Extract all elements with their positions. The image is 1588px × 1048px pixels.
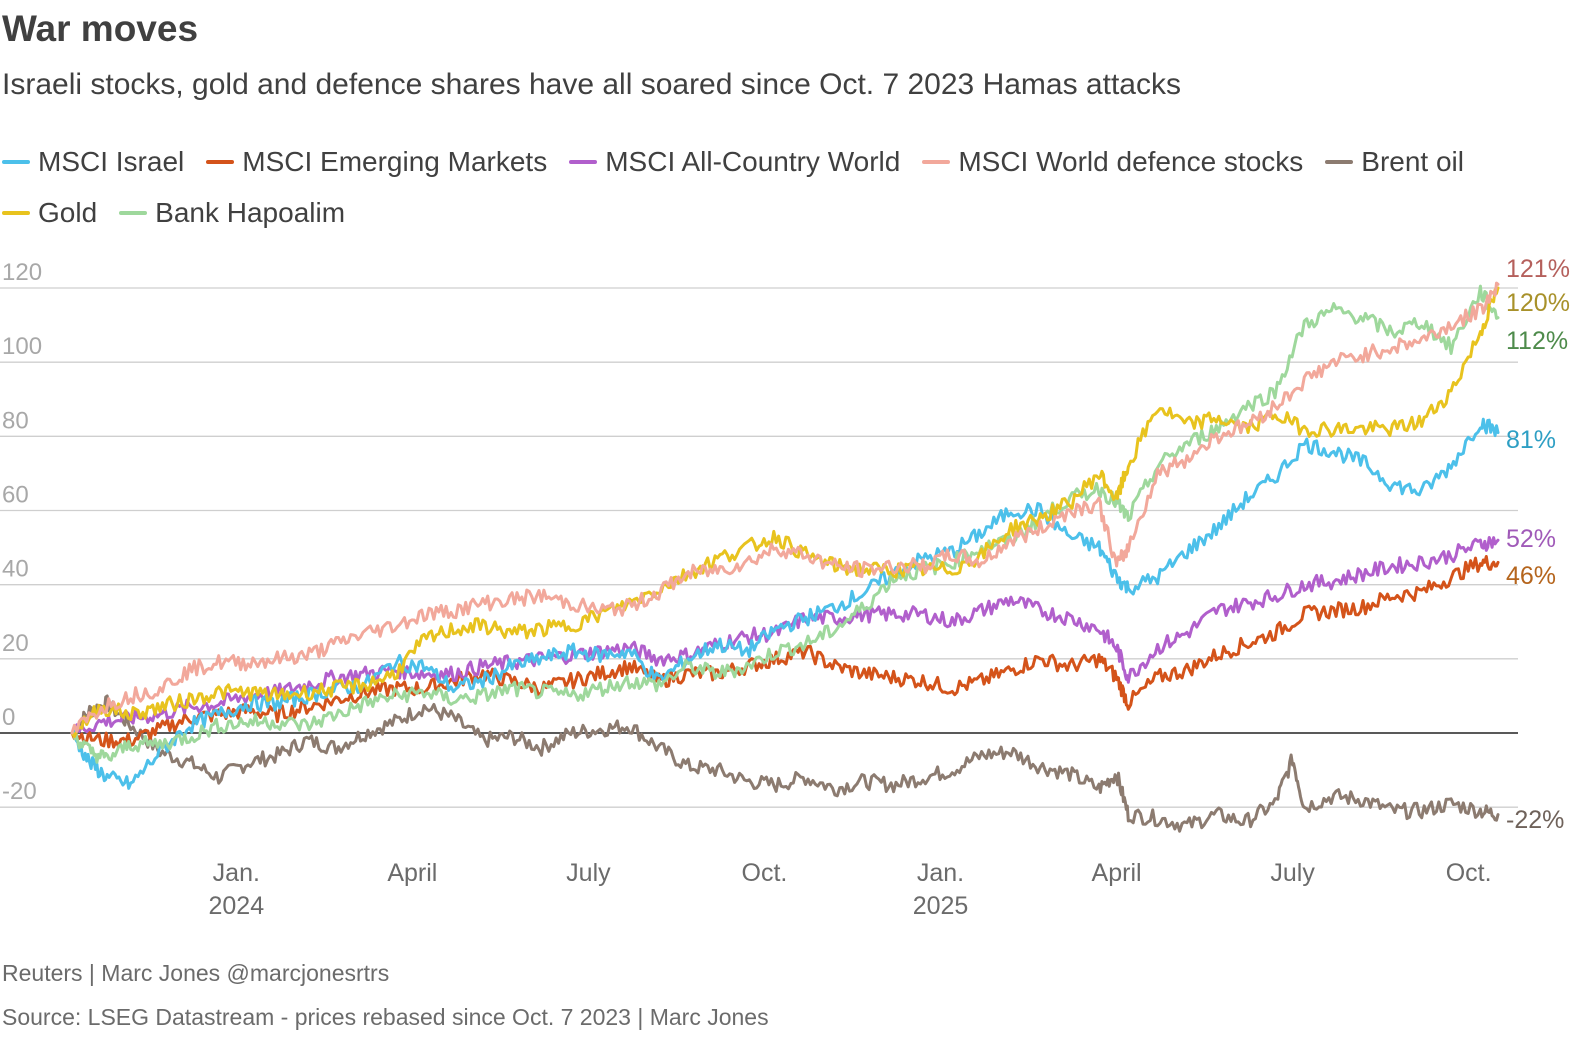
end-label-bank-hapoalim: 112% [1506,327,1568,355]
grid-layer: 120 100 80 60 40 20 0 -20 [0,259,1518,808]
legend-label-msci-world-defence: MSCI World defence stocks [958,145,1304,177]
legend-label-msci-israel: MSCI Israel [38,145,185,177]
legend-item-msci-emerging-markets: MSCI Emerging Markets [206,146,547,178]
legend: MSCI Israel MSCI Emerging Markets MSCI A… [2,136,1582,238]
legend-label-msci-all-country-world: MSCI All-Country World [605,145,901,177]
x-axis: Jan. 2024 April July Oct. Jan. 2025 April July Oc… [209,859,1492,920]
footer-credit: Reuters | Marc Jones @marcjonesrtrs [2,960,390,986]
legend-swatch-brent-oil [1325,159,1354,164]
chart-subtitle: Israeli stocks, gold and defence shares … [2,68,1181,101]
legend-row-1: MSCI Israel MSCI Emerging Markets MSCI A… [2,136,1582,187]
y-tick-label: 0 [2,704,15,731]
y-tick-label: 20 [2,630,29,657]
series-line-brent-oil [70,694,1500,833]
end-label-msci-world-defence-stocks: 121% [1506,255,1570,283]
end-label-msci-israel: 81% [1506,426,1556,454]
series-layer [70,281,1500,833]
legend-swatch-msci-israel [2,159,30,164]
x-tick-label: July [1270,859,1315,887]
end-label-layer: -22% 46% 52% 81% 112% 120% 121% [1506,255,1570,834]
series-line-gold [70,286,1500,738]
legend-row-2: Gold Bank Hapoalim [2,187,1582,238]
x-tick-year-label: 2025 [913,892,969,920]
legend-swatch-bank-hapoalim [119,210,148,215]
legend-item-msci-world-defence: MSCI World defence stocks [922,146,1303,178]
end-label-msci-emerging-markets: 46% [1506,562,1556,590]
series-line-bank-hapoalim [70,284,1500,764]
legend-swatch-msci-all-country-world [569,159,598,164]
series-line-msci-world-defence-stocks [70,281,1500,735]
x-tick-label: Jan. [213,859,260,887]
y-tick-label: 60 [2,482,29,509]
x-tick-year-label: 2024 [209,892,265,920]
legend-label-brent-oil: Brent oil [1361,145,1464,177]
end-label-gold: 120% [1506,289,1570,317]
x-tick-label: July [566,859,611,887]
y-tick-label: 100 [2,333,42,360]
y-tick-label: 80 [2,407,29,434]
x-tick-label: Oct. [742,859,788,887]
legend-swatch-gold [2,210,30,215]
legend-item-msci-all-country-world: MSCI All-Country World [569,146,900,178]
legend-item-gold: Gold [2,197,97,229]
series-line-msci-israel [70,417,1500,790]
legend-item-brent-oil: Brent oil [1325,146,1464,178]
series-line-msci-emerging-markets [70,555,1500,749]
x-tick-label: Oct. [1446,859,1492,887]
y-tick-label: 120 [2,259,42,286]
y-tick-label: 40 [2,556,29,583]
legend-label-msci-emerging-markets: MSCI Emerging Markets [242,145,548,177]
legend-label-gold: Gold [38,196,98,228]
legend-swatch-msci-emerging-markets [206,159,235,164]
legend-item-bank-hapoalim: Bank Hapoalim [119,197,345,229]
legend-label-bank-hapoalim: Bank Hapoalim [155,196,346,228]
end-label-brent-oil: -22% [1506,806,1564,834]
chart-title: War moves [2,8,199,49]
line-chart: 120 100 80 60 40 20 0 -20 -22% 46% 52% 81% 112% 120%… [0,255,1570,920]
legend-swatch-msci-world-defence [922,159,951,164]
x-tick-label: April [1092,859,1142,887]
y-tick-label: -20 [2,778,37,805]
series-line-msci-all-country-world [70,536,1500,738]
x-tick-label: Jan. [917,859,964,887]
footer-source: Source: LSEG Datastream - prices rebased… [2,1004,769,1030]
end-label-msci-all-country-world: 52% [1506,525,1556,553]
legend-item-msci-israel: MSCI Israel [2,146,184,178]
x-tick-label: April [387,859,437,887]
